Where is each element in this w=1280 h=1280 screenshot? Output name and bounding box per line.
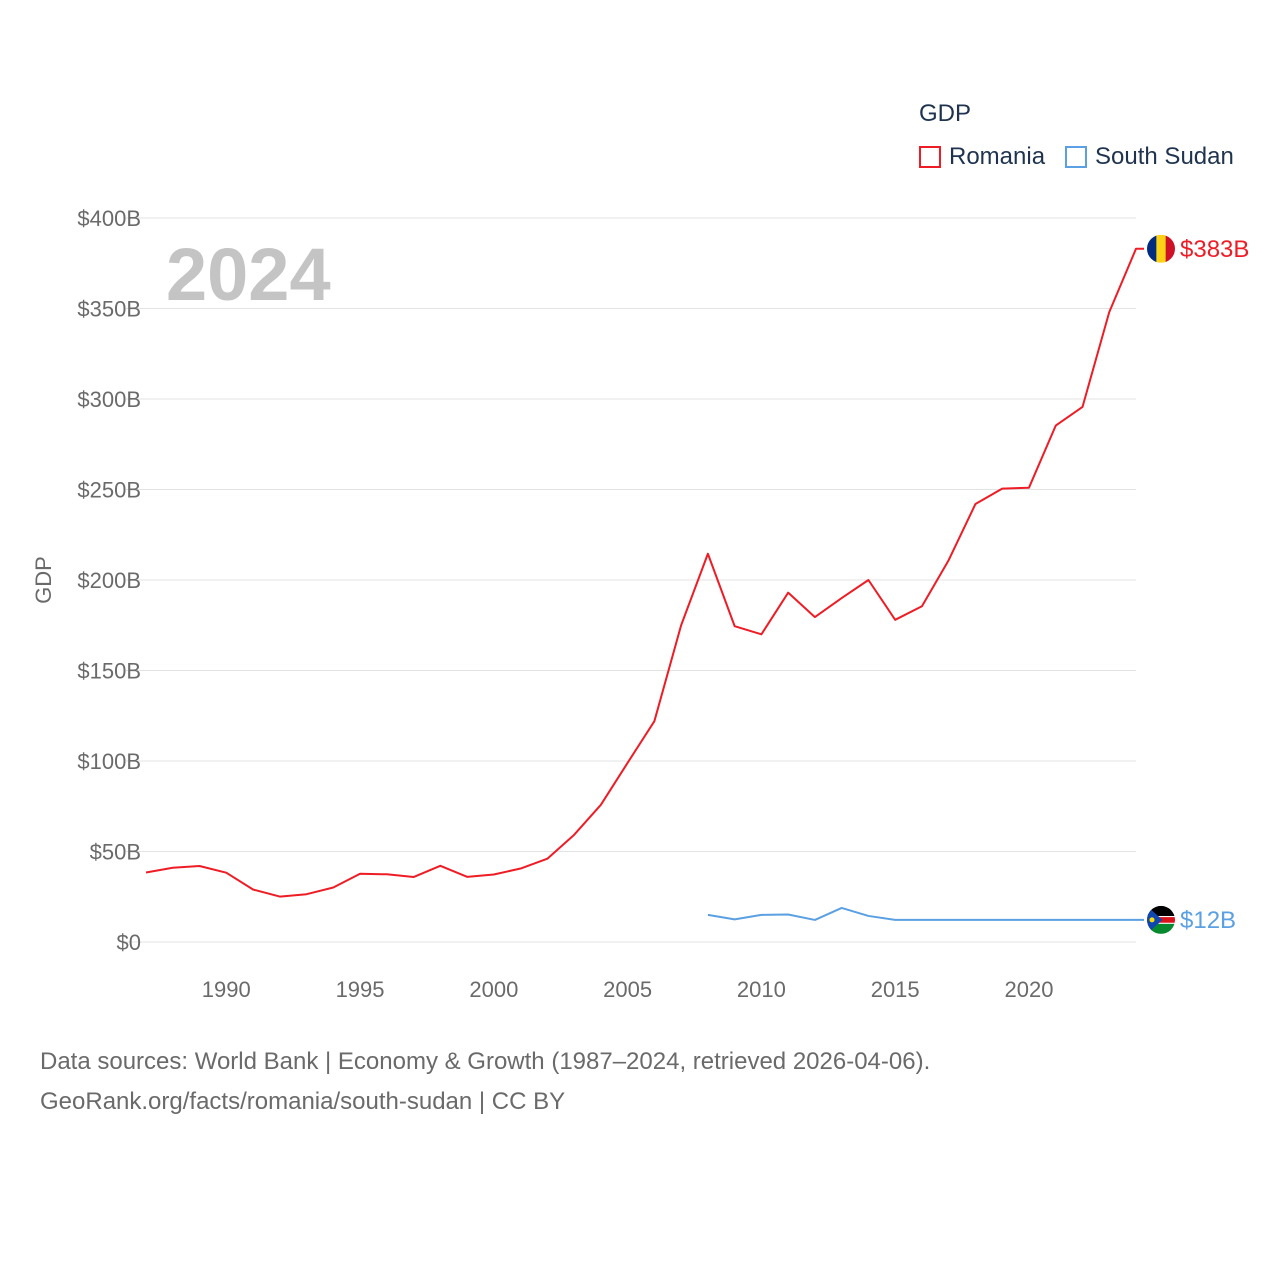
legend-swatch-romania [919,146,941,168]
series-line-romania [145,247,1144,898]
flag-south-sudan-icon [1147,905,1175,934]
y-tick-label: $0 [117,930,141,955]
source-link[interactable]: GeoRank.org/facts/romania/south-sudan | … [40,1088,566,1115]
y-tick-label: $300B [77,387,141,412]
x-tick-label: 2020 [1004,977,1053,1002]
x-tick-label: 1990 [202,977,251,1002]
x-tick-label: 1995 [336,977,385,1002]
footer: Data sources: World Bank | Economy & Gro… [40,1042,930,1122]
y-axis-ticks: $0 $50B $100B $150B $200B $250B $300B $350B $400… [77,206,141,955]
legend-item-south-sudan[interactable]: South Sudan [1065,143,1234,171]
legend-swatch-south-sudan [1065,146,1088,168]
legend-title: GDP [919,100,972,127]
series-lines [145,247,1144,921]
series-end-markers: $383B $12B [1147,234,1249,934]
y-tick-label: $350B [77,297,141,322]
end-label-romania: $383B [1180,236,1249,263]
data-sources-text: Data sources: World Bank | Economy & Gro… [40,1048,931,1075]
y-tick-label: $150B [77,659,141,684]
x-tick-label: 2005 [603,977,652,1002]
year-watermark: 2024 [166,233,331,316]
legend: Romania South Sudan [919,143,1254,171]
y-tick-label: $100B [77,749,141,774]
y-tick-label: $200B [77,568,141,593]
flag-romania-icon [1147,234,1175,263]
y-axis-label: GDP [31,556,56,604]
series-line-south-sudan [707,906,1144,921]
x-tick-label: 2015 [871,977,920,1002]
y-tick-label: $400B [77,206,141,231]
end-label-south-sudan: $12B [1180,907,1236,934]
y-tick-label: $250B [77,478,141,503]
x-axis-ticks: 1990 1995 2000 2005 2010 2015 2020 [202,977,1054,1002]
y-tick-label: $50B [90,840,141,865]
legend-label-romania: Romania [949,143,1046,170]
legend-item-romania[interactable]: Romania [919,143,1045,171]
gdp-line-chart: 2024 $0 $50B $100B $150B $200B $250B $300B $350… [31,206,1249,1002]
legend-label-south-sudan: South Sudan [1095,143,1234,170]
x-tick-label: 2010 [737,977,786,1002]
x-tick-label: 2000 [469,977,518,1002]
grid-lines [126,217,1136,943]
